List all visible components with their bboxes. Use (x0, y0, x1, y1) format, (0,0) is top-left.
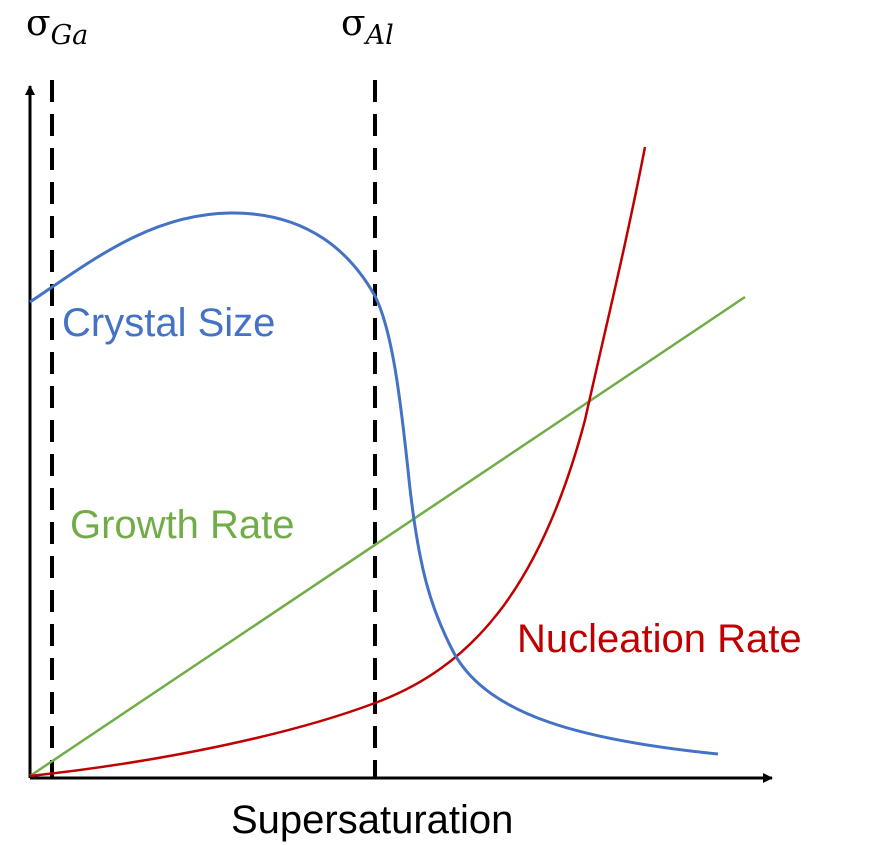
crystal-size-curve (29, 211, 719, 756)
crystal-size-label: Crystal Size (62, 301, 275, 345)
growth-rate-line (29, 295, 746, 778)
sigma-al-label: σAl (341, 3, 394, 51)
growth-rate-label: Growth Rate (70, 503, 295, 547)
sigma-ga-label: σGa (26, 3, 88, 51)
nucleation-rate-curve (29, 146, 647, 778)
nucleation-rate-label: Nucleation Rate (517, 617, 802, 661)
x-axis-title: Supersaturation (231, 798, 513, 842)
